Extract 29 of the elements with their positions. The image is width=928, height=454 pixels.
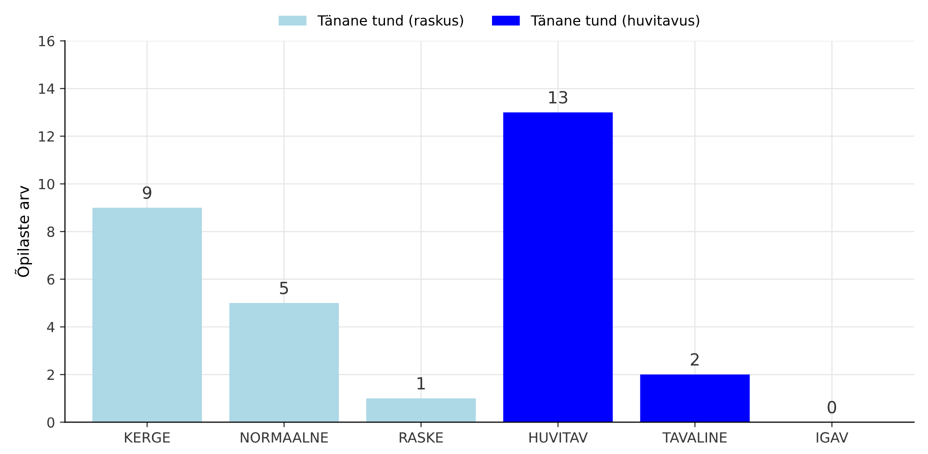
- bar: [503, 112, 613, 422]
- data-label: 0: [828, 400, 836, 414]
- y-tick-label: 0: [47, 417, 54, 428]
- legend-label: Tänane tund (raskus): [318, 14, 464, 28]
- data-label: 1: [418, 377, 425, 390]
- y-tick-label: 14: [39, 84, 54, 94]
- x-tick-label: TAVALINE: [662, 432, 727, 442]
- y-tick-label: 10: [39, 178, 54, 190]
- y-tick-label: 8: [47, 226, 54, 238]
- data-label: 2: [690, 353, 699, 366]
- y-tick-label: 6: [47, 274, 54, 285]
- x-tick-label: IGAV: [816, 432, 848, 443]
- data-label: 9: [142, 186, 152, 199]
- x-tick-label: NORMAALNE: [240, 432, 328, 443]
- bar: [92, 208, 202, 422]
- legend-label: Tänane tund (huvitavus): [530, 14, 700, 28]
- y-tick-label: 12: [39, 131, 54, 142]
- data-label: 13: [549, 90, 568, 104]
- bar: [229, 303, 339, 422]
- x-tick-label: KERGE: [124, 432, 170, 443]
- x-tick-label: RASKE: [400, 432, 443, 443]
- bar: [366, 398, 476, 422]
- y-tick-label: 4: [47, 322, 54, 332]
- y-tick-label: 16: [39, 36, 54, 46]
- y-axis-title: Õpilaste arv: [14, 186, 32, 277]
- bar: [640, 374, 750, 422]
- y-tick-label: 2: [47, 370, 54, 380]
- data-label: 5: [280, 282, 288, 294]
- x-tick-label: HUVITAV: [529, 432, 588, 443]
